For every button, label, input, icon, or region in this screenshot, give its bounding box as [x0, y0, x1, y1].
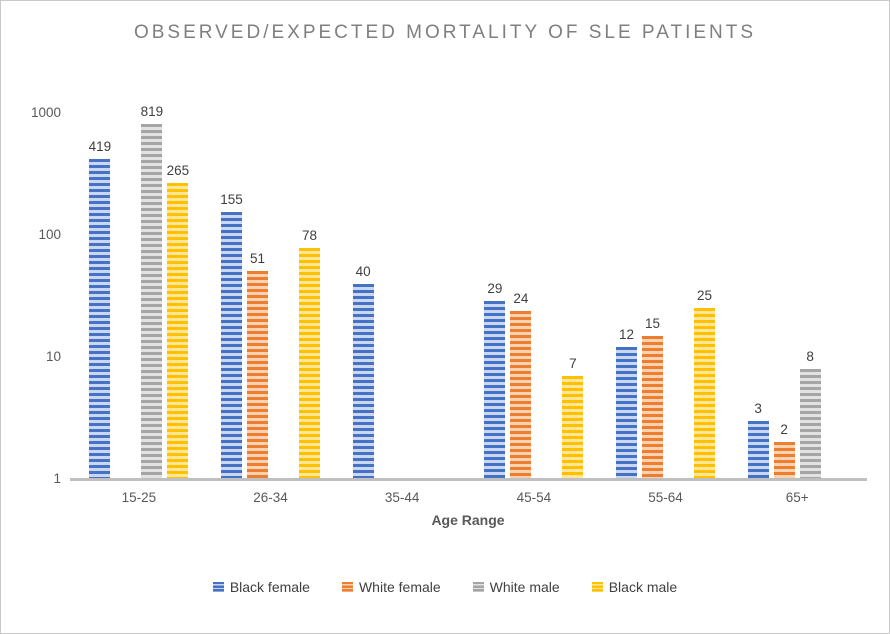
value-label: 25 — [697, 288, 713, 304]
value-label: 40 — [355, 263, 371, 279]
bar-black-female-45-54 — [484, 300, 506, 479]
x-tick-label: 26-34 — [253, 490, 288, 505]
x-tick-label: 15-25 — [121, 490, 157, 505]
value-label: 819 — [140, 103, 164, 119]
x-axis-title: Age Range — [431, 512, 505, 528]
bar-black-male-26-34 — [299, 248, 320, 479]
category-cells: 15-25 419 819 265 26-34 155 51 78 35-44 40 45-54 29… — [73, 104, 863, 505]
x-tick-label: 55-64 — [648, 490, 683, 505]
y-tick-label: 100 — [38, 227, 61, 242]
value-label: 2 — [780, 422, 788, 438]
bar-black-female-55-64 — [616, 347, 638, 479]
value-label: 155 — [220, 191, 243, 207]
value-label: 29 — [487, 280, 503, 296]
value-label: 3 — [754, 400, 762, 416]
bar-black-female-26-34 — [221, 211, 242, 479]
category-cell-55-64: 55-64 12 15 25 — [600, 113, 732, 505]
bar-black-male-45-54 — [562, 375, 584, 479]
chart-title: OBSERVED/EXPECTED MORTALITY OF SLE PATIE… — [133, 22, 757, 43]
y-tick-label: 10 — [45, 349, 61, 364]
legend-label: Black male — [608, 579, 678, 595]
legend-item-white-female: White female — [341, 579, 441, 595]
bar-white-female-45-54 — [510, 310, 532, 479]
bar-black-female-65+ — [747, 420, 769, 479]
x-tick-label: 35-44 — [384, 490, 420, 505]
legend-label: Black female — [229, 579, 310, 595]
bar-black-male-15-25 — [167, 183, 189, 479]
category-cell-15-25: 15-25 419 819 265 — [73, 104, 205, 505]
bar-white-male-15-25 — [141, 123, 163, 479]
legend-swatch-icon — [341, 582, 353, 592]
bar-black-female-15-25 — [89, 159, 111, 479]
value-label: 7 — [569, 355, 577, 371]
bar-black-female-35-44 — [352, 283, 374, 479]
value-label: 12 — [619, 327, 635, 343]
value-label: 78 — [301, 228, 318, 244]
bar-white-female-65+ — [773, 442, 795, 479]
category-cell-35-44: 35-44 40 — [336, 113, 468, 505]
legend-item-black-female: Black female — [212, 579, 310, 595]
bar-white-male-65+ — [799, 368, 821, 479]
value-label: 51 — [249, 250, 266, 266]
legend-label: White female — [358, 579, 441, 595]
value-label: 24 — [513, 290, 529, 306]
value-label: 419 — [88, 139, 112, 155]
value-label: 265 — [166, 163, 190, 179]
legend: Black female White female White male Black … — [1, 579, 889, 595]
legend-item-white-male: White male — [472, 579, 560, 595]
value-label: 15 — [645, 315, 661, 331]
legend-item-black-male: Black male — [591, 579, 678, 595]
legend-label: White male — [489, 579, 560, 595]
y-tick-label: 1 — [53, 471, 61, 486]
plot-area: 15-25 419 819 265 26-34 155 51 78 35-44 40 45-54 29… — [31, 104, 867, 505]
legend-swatch-icon — [212, 582, 224, 592]
category-cell-65+: 65+ 3 2 8 — [731, 113, 863, 505]
bar-white-female-26-34 — [247, 270, 268, 479]
legend-swatch-icon — [591, 582, 603, 592]
value-label: 8 — [806, 348, 814, 364]
bar-black-male-55-64 — [694, 308, 716, 479]
y-tick-label: 1000 — [30, 105, 61, 120]
category-cell-45-54: 45-54 29 24 7 — [468, 113, 600, 505]
legend-swatch-icon — [472, 582, 484, 592]
category-cell-26-34: 26-34 155 51 78 — [205, 113, 337, 505]
x-axis-line — [70, 478, 867, 481]
x-tick-label: 65+ — [785, 490, 809, 505]
x-tick-label: 45-54 — [516, 490, 552, 505]
bar-white-female-55-64 — [642, 335, 664, 479]
